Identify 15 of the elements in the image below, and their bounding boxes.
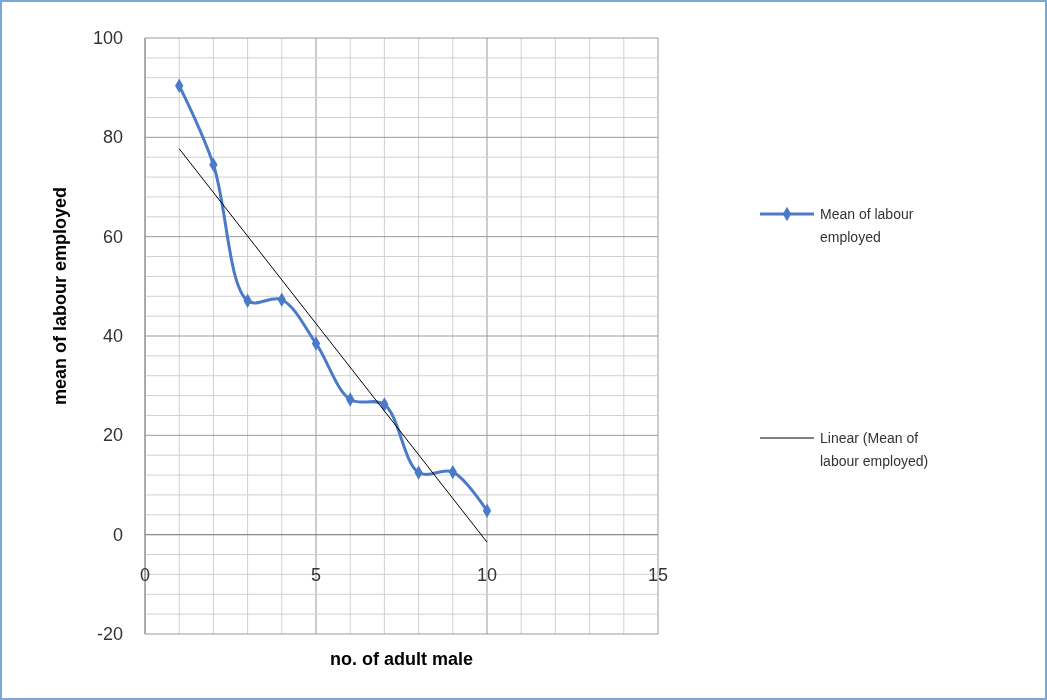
y-tick-label: 0 [112, 524, 123, 545]
y-tick-label: 60 [102, 226, 123, 247]
y-tick-label: 80 [102, 127, 123, 148]
y-tick-label: 40 [102, 326, 123, 346]
y-tick-label: -20 [96, 624, 123, 644]
legend-label: Linear (Mean of labour employed) [820, 430, 929, 469]
y-axis-title: mean of labour employed [50, 186, 70, 406]
legend-label: Mean of labour employed [820, 206, 914, 245]
y-tick-label: 100 [92, 28, 123, 48]
x-tick-label: 5 [310, 564, 322, 585]
x-tick-label: 0 [139, 564, 151, 585]
x-tick-label: 15 [647, 564, 669, 585]
x-axis-title: no. of adult male [329, 649, 474, 669]
y-tick-label: 20 [102, 425, 123, 446]
x-tick-label: 10 [476, 564, 498, 585]
